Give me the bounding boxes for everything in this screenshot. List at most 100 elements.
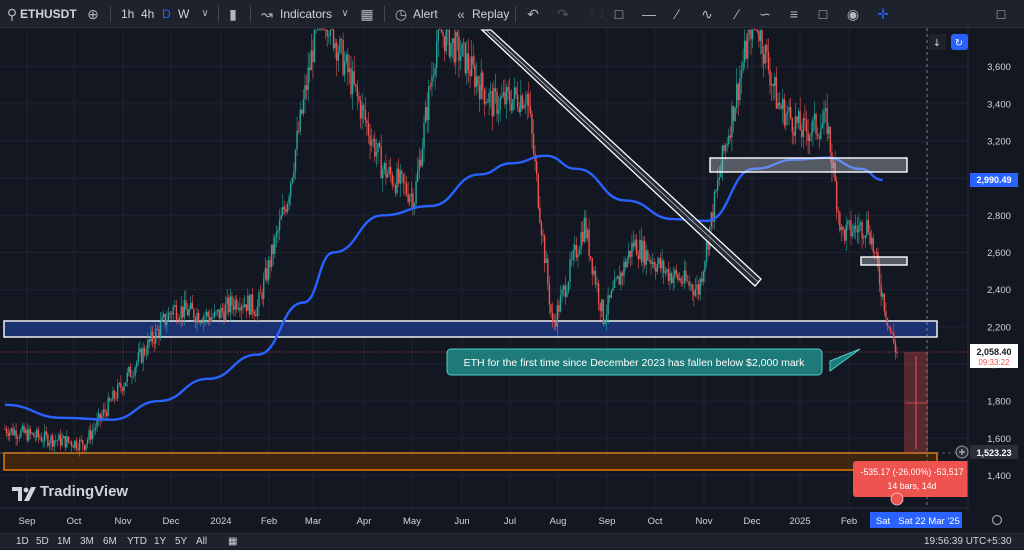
range-1y[interactable]: 1Y: [154, 536, 167, 547]
candle-body: [199, 321, 201, 323]
candle-body: [678, 278, 681, 281]
candle-body: [405, 183, 408, 194]
x-tick-label: Oct: [648, 516, 663, 527]
candle-body: [602, 299, 605, 325]
candle-body: [280, 215, 282, 220]
range-1m[interactable]: 1M: [57, 536, 71, 547]
candle-body: [247, 295, 249, 311]
horizontal-line-icon[interactable]: —: [642, 6, 656, 22]
range-ytd[interactable]: YTD: [127, 536, 147, 547]
calendar-icon[interactable]: ▦: [228, 536, 238, 547]
candle-body: [239, 307, 241, 311]
interval-4h[interactable]: 4h: [141, 7, 155, 21]
candle-body: [82, 440, 84, 446]
auto-scale-icon[interactable]: ↻: [951, 34, 968, 50]
candle-body: [486, 101, 489, 103]
candle-body: [528, 94, 530, 107]
price-chart[interactable]: ETH for the first time since December 20…: [0, 28, 1024, 533]
price-axis[interactable]: [967, 28, 1024, 508]
candle-body: [766, 44, 768, 52]
candle-body: [675, 269, 678, 274]
candle-body: [651, 261, 654, 264]
range-all[interactable]: All: [196, 536, 208, 547]
candle-body: [99, 413, 101, 420]
candle-body: [693, 290, 695, 296]
candle-body: [178, 318, 181, 320]
alert-button[interactable]: Alert: [413, 7, 438, 21]
candle-body: [862, 237, 865, 239]
candle-body: [645, 250, 647, 265]
candle-body: [143, 348, 146, 355]
candle-body: [480, 72, 482, 100]
redo-icon[interactable]: ↷: [557, 6, 569, 22]
eye-icon[interactable]: ◉: [846, 6, 860, 22]
replay-button[interactable]: Replay: [472, 7, 510, 21]
current-price-value: 2,058.40: [976, 347, 1011, 357]
range-6m[interactable]: 6M: [103, 536, 117, 547]
resistance-box-upper[interactable]: [709, 157, 908, 173]
interval-1h[interactable]: 1h: [121, 7, 135, 21]
zigzag-icon[interactable]: ∿: [701, 6, 713, 22]
candle-body: [491, 91, 493, 117]
replay-icon[interactable]: «: [457, 6, 465, 22]
chevron-down-icon[interactable]: ∨: [201, 8, 209, 19]
candle-body: [715, 190, 717, 192]
resistance-box-lower[interactable]: [860, 256, 908, 266]
range-5y[interactable]: 5Y: [175, 536, 188, 547]
range-1d[interactable]: 1D: [16, 536, 29, 547]
candle-body: [658, 258, 660, 264]
candle-body: [72, 446, 74, 448]
scroll-down-icon[interactable]: ↓: [929, 34, 946, 50]
trend-line-icon[interactable]: ∕: [675, 6, 679, 22]
candle-body: [785, 113, 787, 126]
candle-body: [404, 182, 406, 184]
candle-body: [726, 143, 728, 146]
pitchfork-icon[interactable]: ∕: [735, 6, 739, 22]
range-3m[interactable]: 3M: [80, 536, 94, 547]
candle-body: [316, 29, 319, 31]
downtrend-channel[interactable]: [480, 29, 762, 287]
settings-gear-icon[interactable]: [991, 514, 1003, 526]
compare-plus-icon[interactable]: ⊕: [87, 6, 99, 22]
crosshair-icon[interactable]: ✛: [877, 6, 889, 22]
candle-body: [221, 307, 224, 312]
candle-body: [682, 282, 684, 284]
search-icon[interactable]: ⚲: [6, 6, 18, 22]
add-alert-plus-icon[interactable]: [955, 445, 969, 459]
drag-handle-icon[interactable]: ⋮⋮: [587, 8, 607, 19]
candle-body: [209, 316, 211, 322]
candle-body: [250, 294, 252, 315]
candle-body: [524, 104, 527, 106]
candle-body: [374, 138, 376, 157]
comment-icon[interactable]: □: [818, 6, 828, 22]
range-5d[interactable]: 5D: [36, 536, 49, 547]
candle-body: [12, 428, 14, 435]
symbol-button[interactable]: ETHUSDT: [20, 7, 77, 21]
candle-body: [23, 425, 25, 433]
alert-clock-icon[interactable]: ◷: [394, 6, 408, 22]
undo-icon[interactable]: ↶: [527, 6, 539, 22]
indicators-button[interactable]: Indicators: [280, 7, 333, 21]
indicators-icon[interactable]: ↝: [261, 6, 273, 22]
candle-body: [286, 203, 289, 212]
chat-icon[interactable]: □: [996, 6, 1006, 22]
fib-lines-icon[interactable]: ≡: [789, 6, 799, 22]
select-frame-icon[interactable]: □: [614, 6, 624, 22]
interval-w[interactable]: W: [178, 7, 190, 21]
layout-grid-icon[interactable]: ▦: [360, 6, 374, 22]
chevron-down-icon[interactable]: ∨: [341, 8, 349, 19]
ma-price-label: 2,990.49: [970, 173, 1018, 187]
candle-body: [353, 71, 355, 84]
curve-icon[interactable]: ∽: [759, 6, 771, 22]
annotation-callout[interactable]: ETH for the first time since December 20…: [446, 348, 861, 376]
candle-body: [275, 232, 278, 238]
candle-body: [431, 76, 433, 87]
candle-body: [31, 432, 33, 434]
moving-average-line: [4, 154, 883, 421]
interval-d[interactable]: D: [162, 7, 171, 21]
time-axis[interactable]: [0, 507, 1024, 533]
measure-end-handle[interactable]: [890, 492, 904, 506]
candle-body: [529, 106, 532, 114]
candle-body: [647, 250, 649, 261]
candles-icon[interactable]: ▮: [229, 6, 237, 22]
